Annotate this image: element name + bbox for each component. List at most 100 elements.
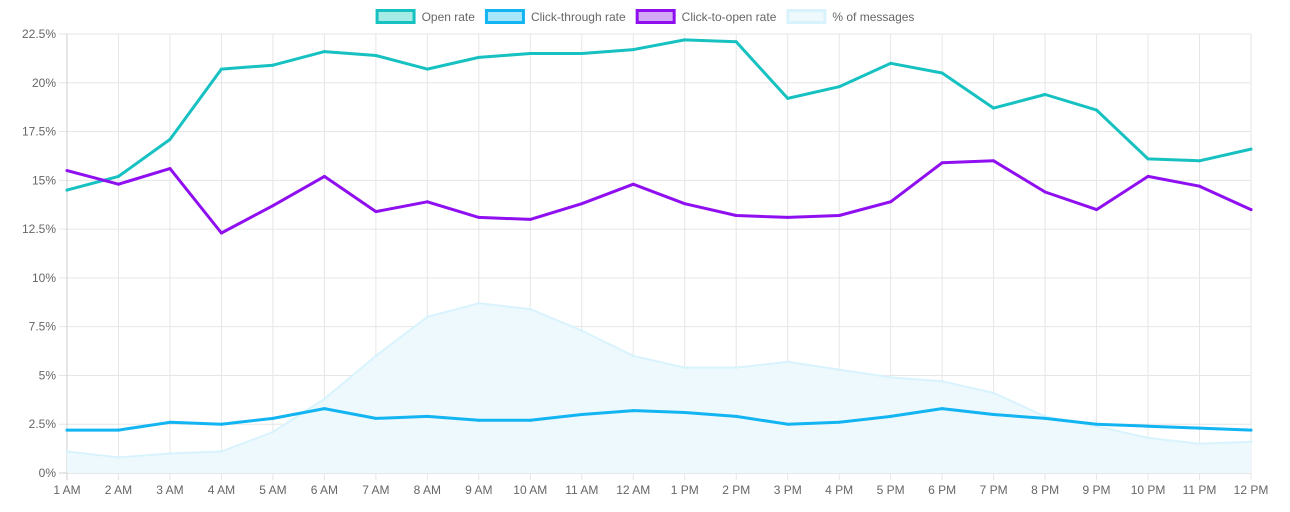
open-rate-point (683, 38, 687, 42)
x-tick-label: 4 PM (825, 483, 853, 497)
click-through-rate-line (65, 407, 1253, 432)
click-through-rate-point (1146, 424, 1150, 428)
click-through-rate-point (1043, 416, 1047, 420)
click-to-open-rate-point (734, 213, 738, 217)
legend-label: % of messages (832, 10, 914, 24)
legend-swatch (484, 9, 525, 24)
open-rate-point (837, 85, 841, 89)
click-to-open-rate-point (837, 213, 841, 217)
click-to-open-rate-point (65, 169, 69, 173)
click-to-open-rate-point (425, 200, 429, 204)
open-rate-point (528, 52, 532, 56)
x-tick-label: 8 AM (414, 483, 441, 497)
open-rate-point (271, 63, 275, 67)
click-through-rate-point (940, 407, 944, 411)
of-messages-point (374, 354, 378, 358)
click-to-open-rate-point (992, 159, 996, 163)
x-tick-label: 10 PM (1131, 483, 1166, 497)
x-tick-label: 10 AM (513, 483, 547, 497)
open-rate-point (786, 96, 790, 100)
x-tick-label: 12 PM (1234, 483, 1269, 497)
click-to-open-rate-point (1249, 208, 1253, 212)
click-through-rate-point (683, 411, 687, 415)
open-rate-point (116, 174, 120, 178)
click-to-open-rate-point (219, 231, 223, 235)
click-through-rate-point (837, 420, 841, 424)
click-through-rate-point (477, 418, 481, 422)
y-tick-label: 2.5% (29, 417, 57, 431)
of-messages-point (477, 301, 481, 305)
click-to-open-rate-point (116, 182, 120, 186)
open-rate-point (734, 40, 738, 44)
legend-label: Open rate (422, 10, 476, 24)
x-axis: 1 AM 2 AM 3 AM 4 AM 5 AM 6 AM 7 AM 8 AM 9 AM 10 A… (53, 483, 1268, 497)
click-to-open-rate-point (1198, 184, 1202, 188)
open-rate-line (65, 38, 1253, 192)
click-to-open-rate-point (683, 202, 687, 206)
click-through-rate-point (1095, 422, 1099, 426)
click-through-rate-point (889, 414, 893, 418)
x-tick-label: 3 PM (774, 483, 802, 497)
open-rate-point (425, 67, 429, 71)
click-to-open-rate-point (271, 204, 275, 208)
click-through-rate-point (631, 409, 635, 413)
x-tick-label: 3 AM (156, 483, 183, 497)
click-through-rate-point (786, 422, 790, 426)
of-messages-point (683, 366, 687, 370)
x-tick-label: 12 AM (616, 483, 650, 497)
open-rate-point (477, 55, 481, 59)
open-rate-point (65, 188, 69, 192)
click-to-open-rate-point (528, 217, 532, 221)
legend-item-click-to-open-rate: Click-to-open rate (635, 9, 777, 24)
click-through-rate-point (1198, 426, 1202, 430)
x-tick-label: 1 AM (53, 483, 80, 497)
click-through-rate-point (219, 422, 223, 426)
x-tick-label: 2 AM (105, 483, 132, 497)
legend-item-of-messages: % of messages (786, 9, 914, 24)
x-tick-label: 9 PM (1083, 483, 1111, 497)
legend-label: Click-through rate (531, 10, 626, 24)
open-rate-point (940, 71, 944, 75)
open-rate-point (1095, 108, 1099, 112)
of-messages-point (734, 366, 738, 370)
of-messages-point (631, 354, 635, 358)
y-tick-label: 17.5% (22, 125, 56, 139)
open-rate-point (219, 67, 223, 71)
click-to-open-rate-point (374, 210, 378, 214)
of-messages-point (837, 368, 841, 372)
series-lines (65, 38, 1253, 459)
chart-legend: Open rate Click-through rate Click-to-open… (375, 9, 914, 24)
of-messages-point (1249, 440, 1253, 444)
of-messages-point (580, 329, 584, 333)
click-through-rate-point (580, 412, 584, 416)
click-through-rate-point (528, 418, 532, 422)
of-messages-point (271, 430, 275, 434)
legend-label: Click-to-open rate (682, 10, 777, 24)
of-messages-point (786, 360, 790, 364)
x-tick-label: 1 PM (671, 483, 699, 497)
y-tick-label: 5% (39, 368, 57, 382)
y-axis: 0% 2.5% 5% 7.5% 10% 12.5% 15% 17.5% 20% 22.5% (22, 27, 56, 480)
series-areas (66, 302, 1252, 473)
click-to-open-rate-point (1043, 190, 1047, 194)
y-tick-label: 7.5% (29, 320, 57, 334)
click-to-open-rate-point (1095, 208, 1099, 212)
click-through-rate-point (734, 414, 738, 418)
click-through-rate-point (168, 420, 172, 424)
legend-item-click-through-rate: Click-through rate (484, 9, 626, 24)
of-messages-point (992, 391, 996, 395)
y-tick-label: 0% (39, 466, 57, 480)
click-through-rate-point (374, 416, 378, 420)
x-tick-label: 6 PM (928, 483, 956, 497)
click-to-open-rate-point (940, 161, 944, 165)
of-messages-point (65, 450, 69, 454)
click-to-open-rate-point (786, 215, 790, 219)
of-messages-point (168, 451, 172, 455)
click-to-open-rate-point (580, 202, 584, 206)
legend-item-open-rate: Open rate (375, 9, 476, 24)
y-tick-label: 22.5% (22, 27, 56, 41)
legend-swatch (375, 9, 416, 24)
open-rate-point (1198, 159, 1202, 163)
click-through-rate-point (322, 407, 326, 411)
